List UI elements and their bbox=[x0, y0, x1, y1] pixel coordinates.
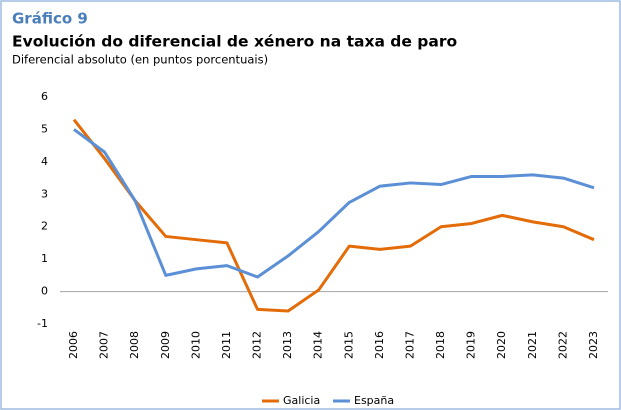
x-tick-label: 2010 bbox=[189, 331, 202, 359]
y-tick-label: 5 bbox=[41, 122, 48, 135]
legend-label: Galicia bbox=[283, 394, 320, 407]
chart-subtitle: Diferencial absoluto (en puntos porcentu… bbox=[12, 53, 268, 67]
y-tick-label: 1 bbox=[41, 252, 48, 265]
x-tick-label: 2021 bbox=[526, 331, 539, 359]
y-tick-label: -1 bbox=[37, 317, 48, 330]
series-line bbox=[72, 118, 595, 313]
y-tick-label: 4 bbox=[41, 155, 48, 168]
x-tick-label: 2016 bbox=[373, 331, 386, 359]
x-tick-label: 2008 bbox=[128, 331, 141, 359]
x-tick-label: 2022 bbox=[556, 331, 569, 359]
x-tick-label: 2020 bbox=[495, 331, 508, 359]
x-tick-label: 2012 bbox=[251, 331, 264, 359]
y-tick-label: 6 bbox=[41, 90, 48, 103]
y-tick-label: 2 bbox=[41, 220, 48, 233]
x-tick-label: 2013 bbox=[281, 331, 294, 359]
x-tick-label: 2006 bbox=[67, 331, 80, 359]
x-tick-label: 2015 bbox=[342, 331, 355, 359]
x-tick-label: 2007 bbox=[98, 331, 111, 359]
chart-label: Gráfico 9 bbox=[12, 10, 88, 28]
x-tick-label: 2023 bbox=[587, 331, 600, 359]
x-tick-label: 2019 bbox=[465, 331, 478, 359]
y-tick-label: 3 bbox=[41, 187, 48, 200]
chart-title: Evolución do diferencial de xénero na ta… bbox=[12, 33, 457, 51]
x-tick-label: 2017 bbox=[403, 331, 416, 359]
x-tick-label: 2014 bbox=[312, 331, 325, 359]
legend-label: España bbox=[354, 394, 394, 407]
y-tick-label: 0 bbox=[41, 285, 48, 298]
x-tick-label: 2011 bbox=[220, 331, 233, 359]
x-tick-label: 2018 bbox=[434, 331, 447, 359]
x-tick-label: 2009 bbox=[159, 331, 172, 359]
series-line bbox=[73, 128, 595, 279]
